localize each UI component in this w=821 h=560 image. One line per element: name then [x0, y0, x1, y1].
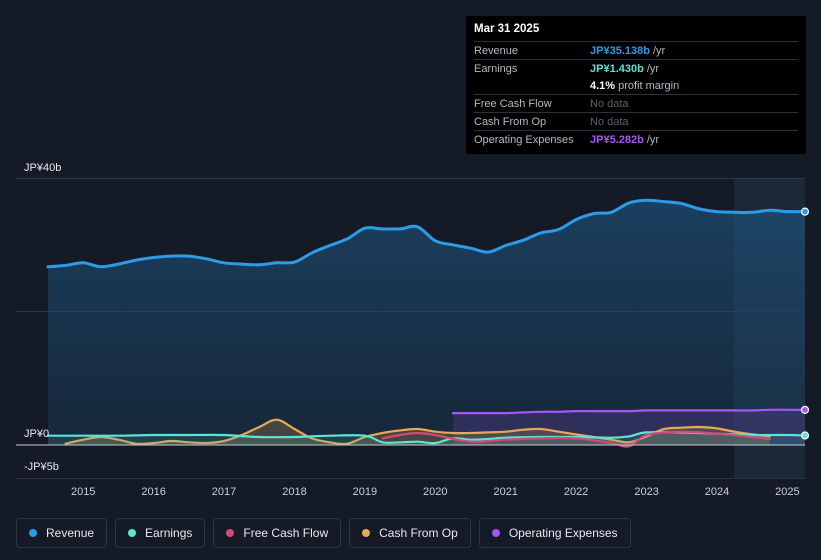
x-tick-label: 2021 — [493, 486, 517, 498]
legend-label: Revenue — [46, 526, 95, 540]
tooltip-unit: /yr — [652, 44, 666, 57]
tooltip-value: JP¥1.430b — [590, 62, 644, 75]
tooltip-nodata: No data — [590, 97, 629, 110]
legend-dot-icon — [491, 529, 500, 537]
x-tick-label: 2018 — [282, 486, 306, 498]
tooltip-date: Mar 31 2025 — [474, 23, 540, 35]
legend-label: Operating Expenses — [508, 526, 618, 540]
legend-item-cash-from-op[interactable]: Cash From Op — [349, 518, 471, 548]
tooltip-label: Free Cash Flow — [474, 97, 552, 110]
x-tick-label: 2019 — [353, 486, 377, 498]
tooltip-row-opex: Operating Expenses JP¥5.282b /yr — [474, 130, 798, 148]
legend-dot-icon — [128, 529, 137, 537]
legend-dot-icon — [226, 529, 235, 537]
x-tick-label: 2022 — [564, 486, 588, 498]
legend-label: Cash From Op — [379, 526, 458, 540]
y-tick-label-bottom: -JP¥5b — [24, 461, 59, 473]
x-tick-label: 2024 — [705, 486, 729, 498]
x-tick-label: 2023 — [634, 486, 658, 498]
series-line-revenue — [46, 198, 807, 269]
legend-label: Earnings — [145, 526, 193, 540]
legend: Revenue Earnings Free Cash Flow Cash Fro… — [16, 518, 631, 548]
series-area-revenue — [48, 200, 805, 445]
y-tick-label-zero: JP¥0 — [24, 428, 49, 440]
x-tick-label: 2016 — [141, 486, 165, 498]
y-tick-label-top: JP¥40b — [24, 162, 61, 174]
x-tick-label: 2025 — [775, 486, 799, 498]
tooltip-value: JP¥35.138b — [590, 44, 650, 57]
legend-dot-icon — [29, 529, 37, 537]
tooltip-nodata: No data — [590, 115, 629, 128]
series-endpoint-operating-expenses — [800, 405, 810, 414]
series-layer — [46, 198, 810, 448]
tooltip-unit: /yr — [646, 62, 660, 75]
tooltip-value: 4.1% — [590, 79, 616, 92]
x-tick-label: 2017 — [212, 486, 236, 498]
series-line-operating-expenses — [451, 408, 807, 415]
legend-label: Free Cash Flow — [243, 526, 329, 540]
tooltip-row-fcf: Free Cash Flow No data — [474, 94, 798, 112]
tooltip-label: Revenue — [474, 44, 519, 57]
series-area-earnings — [48, 432, 805, 445]
legend-item-earnings[interactable]: Earnings — [115, 518, 206, 548]
legend-item-operating-expenses[interactable]: Operating Expenses — [478, 518, 631, 548]
tooltip-panel: Mar 31 2025 Revenue JP¥35.138b /yr Earni… — [466, 16, 806, 154]
x-axis-ticks: 2015 2016 2017 2018 2019 2020 2021 2022 2023 2024… — [71, 486, 800, 498]
x-tick-label: 2015 — [71, 486, 95, 498]
series-endpoint-revenue — [800, 207, 810, 216]
tooltip-row-cfo: Cash From Op No data — [474, 112, 798, 130]
tooltip-row-revenue: Revenue JP¥35.138b /yr — [474, 41, 798, 59]
tooltip-label: Operating Expenses — [474, 133, 574, 146]
tooltip-label: Earnings — [474, 62, 518, 75]
tooltip-value: JP¥5.282b — [590, 133, 644, 146]
series-line-free-cash-flow — [381, 430, 771, 448]
tooltip-unit: profit margin — [618, 79, 680, 92]
x-tick-label: 2020 — [423, 486, 447, 498]
legend-item-revenue[interactable]: Revenue — [16, 518, 108, 548]
chart-area: JP¥40b JP¥0 -JP¥5b 2015 2016 2017 2018 2019 2… — [16, 162, 810, 498]
series-endpoint-earnings — [800, 431, 810, 440]
tooltip-unit: /yr — [646, 133, 660, 146]
tooltip-row-earnings: Earnings JP¥1.430b /yr — [474, 59, 798, 77]
legend-dot-icon — [362, 529, 371, 537]
legend-item-free-cash-flow[interactable]: Free Cash Flow — [213, 518, 342, 548]
tooltip-label: Cash From Op — [474, 115, 547, 128]
tooltip-row-margin: 4.1% profit margin — [474, 77, 798, 94]
